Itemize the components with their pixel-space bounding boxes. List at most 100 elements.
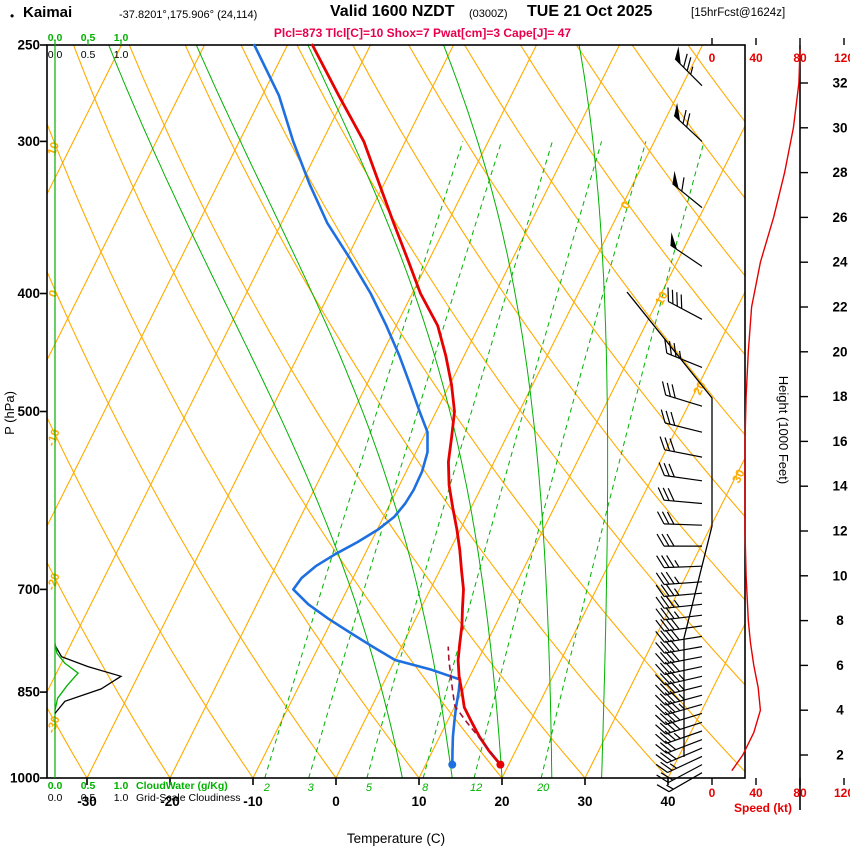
temperature-curve: [311, 43, 502, 766]
svg-text:20: 20: [494, 794, 509, 809]
valid-zulu: (0300Z): [469, 8, 508, 20]
station-coords: -37.8201°,175.906° (24,114): [119, 9, 258, 21]
svg-text:250: 250: [17, 38, 40, 53]
svg-text:3: 3: [308, 782, 315, 794]
svg-text:1.0: 1.0: [114, 32, 129, 44]
svg-text:40: 40: [660, 794, 675, 809]
svg-text:-10: -10: [44, 427, 63, 448]
stability-indices-line: Plcl=873 Tlcl[C]=10 Shox=7 Pwat[cm]=3 Ca…: [273, 26, 572, 40]
svg-text:400: 400: [17, 286, 40, 301]
svg-text:80: 80: [793, 786, 807, 800]
svg-text:-30: -30: [44, 714, 63, 735]
svg-text:0.0: 0.0: [48, 792, 63, 804]
temperature-axis: -30 -20 -10 0 10 20 30 40 Temperature (C): [77, 778, 676, 846]
svg-text:-20: -20: [160, 794, 180, 809]
wind-speed-curve: [731, 49, 801, 772]
svg-text:850: 850: [17, 685, 40, 700]
svg-text:Speed (kt): Speed (kt): [734, 801, 792, 815]
svg-text:0: 0: [709, 786, 716, 800]
svg-text:32: 32: [832, 76, 847, 91]
svg-text:120: 120: [834, 786, 850, 800]
svg-text:8: 8: [422, 782, 429, 794]
svg-text:10: 10: [652, 289, 671, 308]
svg-text:0.5: 0.5: [81, 792, 96, 804]
svg-text:120: 120: [834, 51, 850, 65]
svg-text:10: 10: [44, 140, 62, 158]
svg-text:1.0: 1.0: [114, 49, 129, 61]
surface-dewpoint-dot: [448, 760, 457, 769]
svg-text:Height (1000 Feet): Height (1000 Feet): [776, 376, 791, 484]
svg-text:0.0: 0.0: [48, 780, 63, 792]
svg-text:20: 20: [690, 379, 709, 398]
svg-text:24: 24: [832, 255, 848, 270]
svg-text:1000: 1000: [10, 771, 40, 786]
svg-text:Temperature (C): Temperature (C): [347, 831, 445, 846]
svg-text:20: 20: [832, 344, 847, 359]
svg-text:-30: -30: [77, 794, 97, 809]
dry-adiabat-lines: [47, 45, 745, 778]
svg-text:30: 30: [832, 120, 847, 135]
speed-axis: 0040408080120120Speed (kt): [709, 38, 850, 815]
svg-text:16: 16: [832, 434, 848, 449]
svg-text:4: 4: [836, 703, 844, 718]
mixing-ratio-labels: 2 3 5 8 12 20: [263, 782, 550, 794]
wind-column-outline: [626, 291, 713, 757]
svg-text:0: 0: [709, 51, 716, 65]
svg-text:0.5: 0.5: [81, 780, 96, 792]
svg-text:40: 40: [749, 51, 763, 65]
svg-text:12: 12: [470, 782, 482, 794]
svg-text:20: 20: [536, 782, 550, 794]
svg-text:40: 40: [749, 786, 763, 800]
svg-text:14: 14: [832, 479, 848, 494]
pressure-axis: 250 300 400 500 700 850 1000 P (hPa): [2, 38, 47, 786]
svg-text:30: 30: [729, 467, 748, 486]
valid-time: Valid 1600 NZDT: [330, 3, 455, 20]
svg-text:Grid-Scale Cloudiness: Grid-Scale Cloudiness: [136, 792, 240, 804]
svg-text:300: 300: [17, 134, 40, 149]
moist-adiabat-lines: [108, 45, 609, 778]
surface-points: [448, 760, 505, 769]
svg-text:2: 2: [263, 782, 270, 794]
svg-text:500: 500: [17, 404, 40, 419]
svg-text:30: 30: [577, 794, 592, 809]
svg-text:CloudWater (g/Kg): CloudWater (g/Kg): [136, 780, 228, 792]
svg-text:6: 6: [836, 658, 844, 673]
svg-text:10: 10: [832, 568, 847, 583]
svg-text:22: 22: [832, 300, 847, 315]
svg-text:700: 700: [17, 582, 40, 597]
svg-text:1.0: 1.0: [114, 780, 129, 792]
svg-text:8: 8: [836, 613, 844, 628]
station-name: Kaimai: [23, 4, 73, 21]
svg-text:26: 26: [832, 210, 848, 225]
dry-adiabat-labels: 10 0 -10 -20 -30: [44, 140, 63, 736]
wind-barbs: [654, 46, 703, 793]
cloud-scale-top: 0.00.00.50.51.01.0: [48, 32, 129, 61]
svg-text:12: 12: [832, 524, 847, 539]
svg-text:-20: -20: [44, 571, 63, 592]
forecast-tag: [15hrFcst@1624z]: [691, 7, 786, 19]
station-bullet-icon: •: [10, 9, 15, 23]
valid-date: TUE 21 Oct 2025: [527, 3, 653, 20]
mixing-ratio-lines: [264, 141, 705, 778]
svg-text:0: 0: [332, 794, 340, 809]
isotherm-lines: [47, 45, 745, 778]
svg-text:28: 28: [832, 165, 848, 180]
svg-text:-10: -10: [243, 794, 263, 809]
svg-text:5: 5: [366, 782, 373, 794]
svg-text:10: 10: [411, 794, 426, 809]
svg-text:0.0: 0.0: [48, 32, 63, 44]
svg-text:2: 2: [836, 748, 844, 763]
svg-text:0.5: 0.5: [81, 32, 96, 44]
svg-text:1.0: 1.0: [114, 792, 129, 804]
cloudwater-profile-curve: [54, 643, 80, 711]
svg-text:0.5: 0.5: [81, 49, 96, 61]
surface-temperature-dot: [496, 760, 505, 769]
parcel-ascent-path: [447, 646, 502, 766]
cloud-scale-bottom: 0.00.0 0.50.5 1.01.0 CloudWater (g/Kg)Grid-…: [48, 780, 241, 804]
cloudiness-profile-curve: [54, 644, 123, 714]
svg-text:P (hPa): P (hPa): [2, 391, 17, 435]
svg-text:0: 0: [46, 288, 62, 299]
